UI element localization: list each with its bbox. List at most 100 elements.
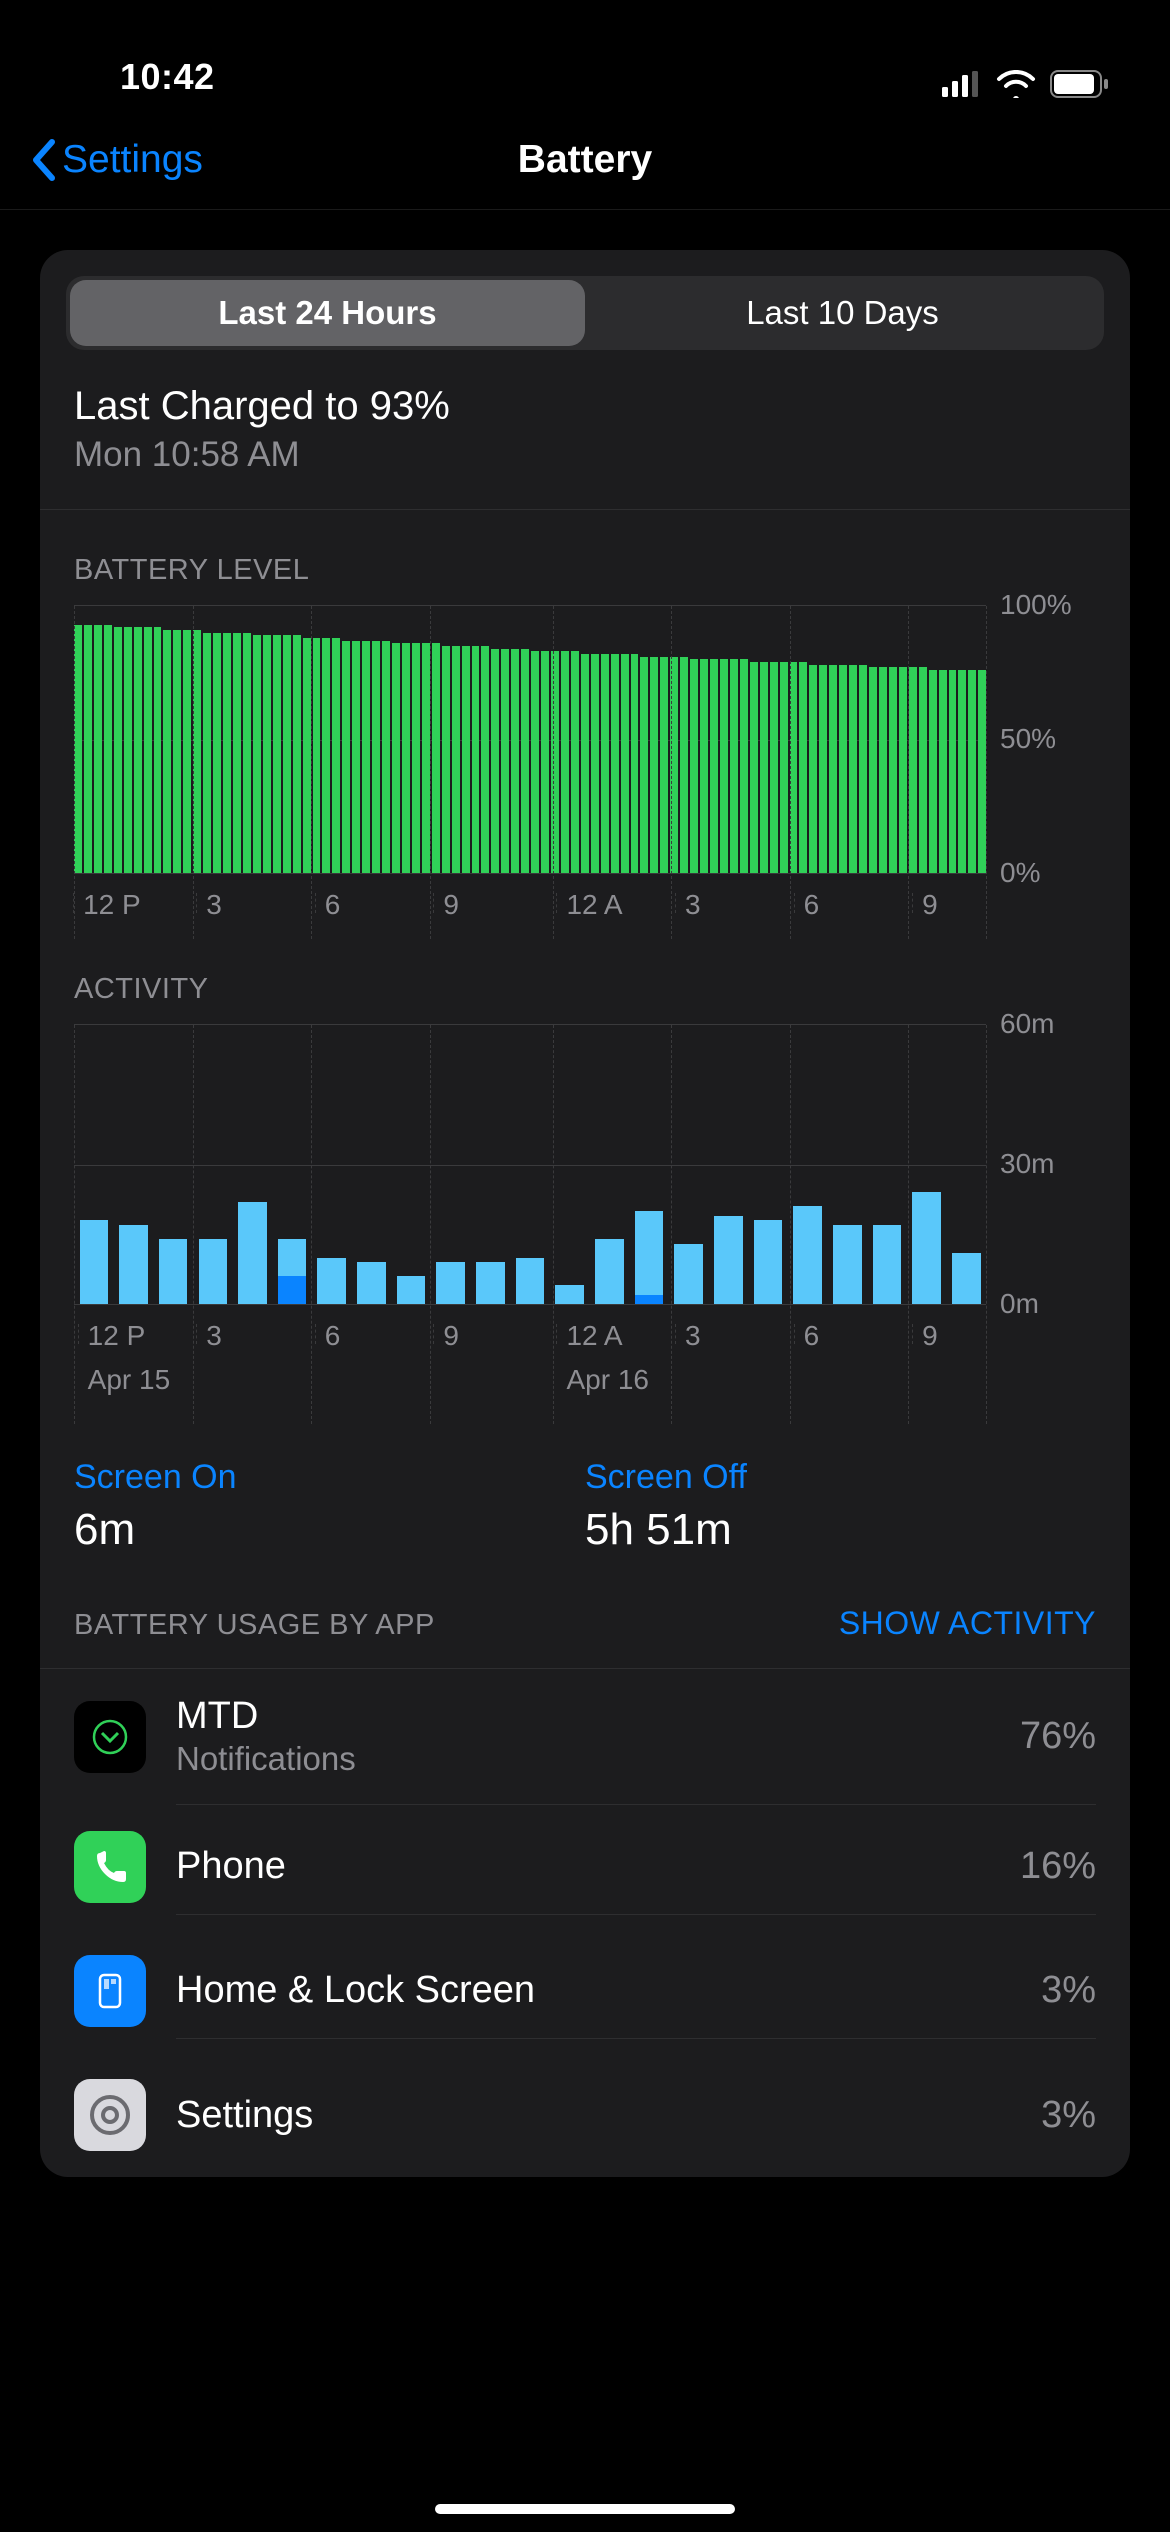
activity-bar bbox=[516, 1258, 545, 1305]
battery-bar bbox=[233, 633, 241, 873]
battery-bar bbox=[601, 654, 609, 873]
battery-bar bbox=[134, 627, 142, 873]
battery-bar bbox=[621, 654, 629, 873]
app-name: Phone bbox=[176, 1845, 1020, 1888]
app-pct: 76% bbox=[1020, 1715, 1096, 1758]
battery-bar bbox=[919, 667, 927, 873]
battery-bar bbox=[193, 630, 201, 873]
battery-bar bbox=[372, 641, 380, 873]
battery-bar bbox=[501, 649, 509, 873]
show-activity-button[interactable]: SHOW ACTIVITY bbox=[839, 1605, 1096, 1642]
battery-bar bbox=[571, 651, 579, 873]
battery-bar bbox=[303, 638, 311, 873]
last-charged-time: Mon 10:58 AM bbox=[74, 435, 1096, 475]
battery-level-label: BATTERY LEVEL bbox=[40, 510, 1130, 605]
battery-card: Last 24 Hours Last 10 Days Last Charged … bbox=[40, 250, 1130, 2177]
battery-bar bbox=[203, 633, 211, 873]
activity-bar bbox=[833, 1225, 862, 1304]
battery-bar bbox=[949, 670, 957, 873]
battery-bar bbox=[591, 654, 599, 873]
battery-bar bbox=[213, 633, 221, 873]
battery-bar bbox=[581, 654, 589, 873]
battery-bar bbox=[462, 646, 470, 873]
battery-bar bbox=[332, 638, 340, 873]
screen-on-stat: Screen On 6m bbox=[74, 1458, 585, 1555]
battery-icon bbox=[1050, 70, 1110, 98]
app-pct: 3% bbox=[1041, 2094, 1096, 2137]
battery-bar bbox=[104, 625, 112, 873]
app-row[interactable]: MTDNotifications76% bbox=[40, 1669, 1130, 1805]
battery-bar bbox=[660, 657, 668, 873]
battery-bar bbox=[899, 667, 907, 873]
activity-bar bbox=[80, 1220, 109, 1304]
battery-bar bbox=[293, 635, 301, 873]
activity-bar bbox=[873, 1225, 902, 1304]
battery-bar bbox=[223, 633, 231, 873]
battery-bar bbox=[273, 635, 281, 873]
app-row[interactable]: Settings3% bbox=[40, 2053, 1130, 2177]
activity-bar bbox=[714, 1216, 743, 1304]
battery-bar bbox=[74, 625, 82, 873]
back-label: Settings bbox=[62, 138, 203, 182]
battery-level-chart: 0%50%100% 12 P36912 A369 bbox=[40, 605, 1130, 929]
home-indicator[interactable] bbox=[435, 2504, 735, 2514]
battery-bar bbox=[611, 654, 619, 873]
app-row[interactable]: Phone16% bbox=[40, 1805, 1130, 1929]
tab-last-24h[interactable]: Last 24 Hours bbox=[70, 280, 585, 346]
app-pct: 3% bbox=[1041, 1969, 1096, 2012]
battery-bar bbox=[124, 627, 132, 873]
activity-bar bbox=[595, 1239, 624, 1304]
screen-off-stat: Screen Off 5h 51m bbox=[585, 1458, 1096, 1555]
nav-bar: Settings Battery bbox=[0, 110, 1170, 210]
battery-bar bbox=[631, 654, 639, 873]
battery-bar bbox=[154, 627, 162, 873]
battery-bar bbox=[561, 651, 569, 873]
battery-bar bbox=[362, 641, 370, 873]
screen-on-label: Screen On bbox=[74, 1458, 585, 1497]
battery-bar bbox=[859, 665, 867, 873]
battery-bar bbox=[322, 638, 330, 873]
activity-bar bbox=[952, 1253, 981, 1304]
battery-bar bbox=[819, 665, 827, 873]
battery-bar bbox=[352, 641, 360, 873]
battery-bar bbox=[183, 630, 191, 873]
battery-bar bbox=[690, 659, 698, 873]
battery-bar bbox=[442, 646, 450, 873]
last-charged-title: Last Charged to 93% bbox=[74, 384, 1096, 429]
battery-bar bbox=[829, 665, 837, 873]
battery-bar bbox=[481, 646, 489, 873]
usage-header: BATTERY USAGE BY APP SHOW ACTIVITY bbox=[40, 1605, 1130, 1669]
battery-bar bbox=[342, 641, 350, 873]
battery-bar bbox=[422, 643, 430, 873]
battery-bar bbox=[839, 665, 847, 873]
battery-bar bbox=[253, 635, 261, 873]
battery-bar bbox=[84, 625, 92, 873]
activity-bar bbox=[317, 1258, 346, 1305]
battery-bar bbox=[432, 643, 440, 873]
activity-bar bbox=[635, 1211, 664, 1304]
activity-bar bbox=[119, 1225, 148, 1304]
mtd-icon bbox=[74, 1701, 146, 1773]
app-row[interactable]: Home & Lock Screen3% bbox=[40, 1929, 1130, 2053]
battery-bar bbox=[849, 665, 857, 873]
screen-on-value: 6m bbox=[74, 1505, 585, 1555]
app-name: Home & Lock Screen bbox=[176, 1969, 1041, 2012]
screen-stats: Screen On 6m Screen Off 5h 51m bbox=[40, 1404, 1130, 1605]
cellular-icon bbox=[942, 71, 982, 97]
back-button[interactable]: Settings bbox=[30, 138, 203, 182]
activity-bar bbox=[674, 1244, 703, 1304]
battery-bar bbox=[770, 662, 778, 873]
battery-bar bbox=[700, 659, 708, 873]
battery-bar bbox=[750, 662, 758, 873]
battery-bar bbox=[889, 667, 897, 873]
status-bar: 10:42 bbox=[0, 0, 1170, 110]
battery-bar bbox=[869, 667, 877, 873]
chevron-left-icon bbox=[30, 139, 56, 181]
wifi-icon bbox=[996, 70, 1036, 98]
battery-bar bbox=[144, 627, 152, 873]
tab-last-10d[interactable]: Last 10 Days bbox=[585, 280, 1100, 346]
activity-bar bbox=[754, 1220, 783, 1304]
activity-bar bbox=[793, 1206, 822, 1304]
activity-bar bbox=[476, 1262, 505, 1304]
screen-off-value: 5h 51m bbox=[585, 1505, 1096, 1555]
